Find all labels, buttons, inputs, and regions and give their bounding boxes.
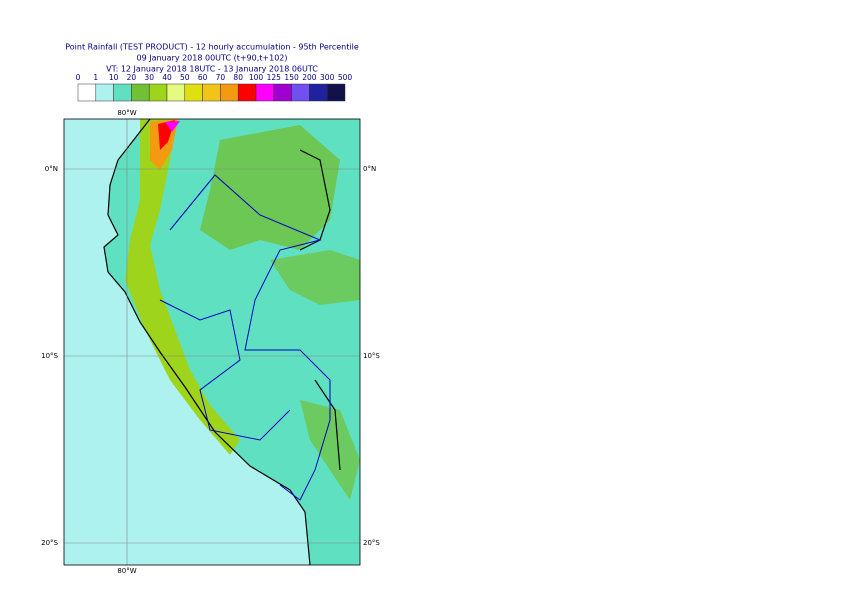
- lat-label: 0°N: [363, 165, 376, 173]
- legend-label: 200: [302, 73, 317, 82]
- legend-label: 10: [109, 73, 119, 82]
- rain-area: [300, 400, 360, 500]
- legend-swatch: [291, 83, 310, 102]
- lat-label: 20°S: [41, 539, 58, 547]
- lat-label: 10°S: [363, 352, 380, 360]
- legend-swatch: [237, 83, 257, 102]
- map-frame: [63, 118, 361, 566]
- regions: [159, 174, 331, 501]
- legend-label: 60: [198, 73, 208, 82]
- legend-swatch: [326, 83, 346, 102]
- legend-label: 50: [180, 73, 190, 82]
- legend-label: 1: [93, 73, 98, 82]
- legend-swatch: [148, 83, 168, 102]
- legend-label: 40: [162, 73, 172, 82]
- legend-swatch: [184, 83, 203, 102]
- coastline: [103, 214, 311, 565]
- legend-swatch: [131, 83, 150, 102]
- legend-label: 300: [320, 73, 335, 82]
- legend-swatch: [220, 83, 239, 102]
- lon-label: 80°W: [117, 567, 136, 575]
- lat-label: 10°S: [41, 352, 58, 360]
- legend-label: 0: [76, 73, 81, 82]
- lat-label: 20°S: [363, 539, 380, 547]
- legend-label: 150: [284, 73, 299, 82]
- legend-swatch: [255, 83, 275, 102]
- title: Point Rainfall (TEST PRODUCT) - 12 hourl…: [65, 43, 359, 52]
- legend-label: 125: [267, 73, 282, 82]
- legend-label: 80: [233, 73, 243, 82]
- base-time: 09 January 2018 00UTC (t+90,t+102): [137, 54, 288, 63]
- legend-label: 500: [338, 73, 353, 82]
- rain-area: [200, 125, 340, 250]
- legend-label: 100: [249, 73, 264, 82]
- legend-swatch: [77, 83, 97, 102]
- legend-swatch: [95, 83, 114, 102]
- legend-label: 20: [127, 73, 137, 82]
- legend-swatch: [273, 83, 292, 102]
- lon-label: 80°W: [117, 109, 136, 117]
- legend-label: 30: [144, 73, 154, 82]
- legend-label: 70: [216, 73, 226, 82]
- rain-area: [270, 250, 360, 305]
- rain-peak: [165, 121, 180, 132]
- legend-swatch: [202, 83, 221, 102]
- legend: 0 1 10 20 30 40 50 60 70 80 100 125 150 200 300 500: [76, 73, 353, 102]
- map: [64, 119, 360, 565]
- legend-swatch: [113, 83, 132, 102]
- valid-time: VT: 12 January 2018 18UTC - 13 January 2…: [106, 65, 318, 74]
- legend-swatch: [166, 83, 186, 102]
- andes-rain: [125, 119, 240, 455]
- lat-label: 0°N: [45, 165, 58, 173]
- legend-swatch: [309, 83, 328, 102]
- border: [107, 119, 341, 471]
